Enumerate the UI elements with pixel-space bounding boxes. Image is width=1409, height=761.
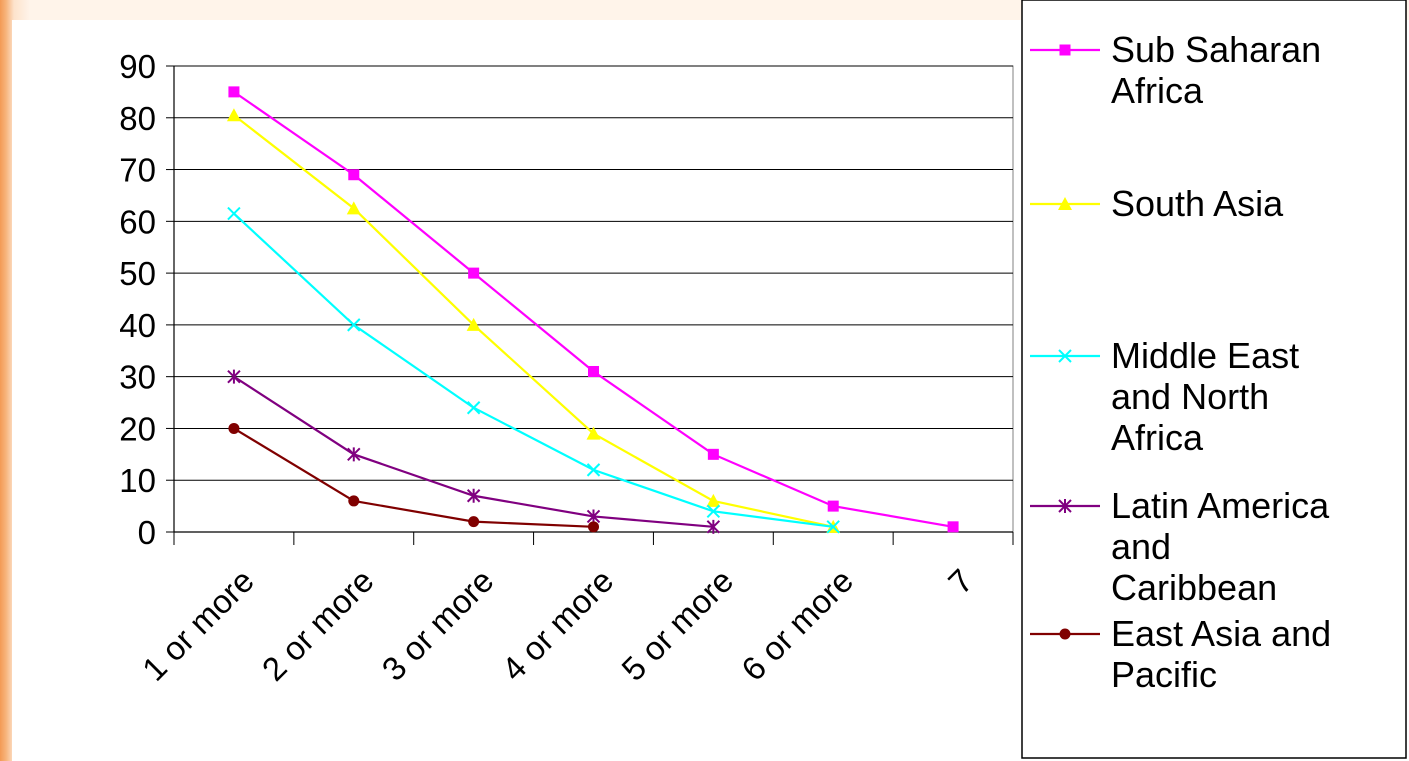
data-point [348, 169, 360, 181]
data-point [588, 521, 599, 533]
series-0 [228, 86, 959, 533]
data-point [466, 317, 481, 331]
series-group [226, 86, 959, 534]
data-point [227, 369, 241, 384]
data-point [947, 521, 959, 533]
y-tick-label: 90 [119, 48, 156, 85]
data-point [348, 495, 360, 507]
data-point [827, 500, 839, 512]
data-point [228, 86, 240, 98]
series-line [233, 427, 594, 528]
data-point [347, 447, 361, 462]
data-point [1058, 499, 1072, 513]
data-point [346, 201, 361, 215]
data-point [707, 448, 719, 460]
y-tick-label: 10 [119, 462, 156, 499]
legend-item: South Asia [1030, 183, 1284, 224]
data-point [706, 519, 721, 534]
series-3 [227, 369, 721, 534]
x-tick-label: 2 or more [255, 562, 381, 688]
legend-box [1021, 0, 1407, 759]
series-line [233, 114, 834, 528]
x-tick-label: 4 or more [494, 562, 620, 688]
x-tick-label: 3 or more [375, 562, 501, 688]
legend-label: Sub Saharan [1111, 29, 1321, 70]
data-point [1058, 349, 1072, 363]
data-point [706, 493, 721, 507]
y-tick-label: 0 [138, 514, 156, 551]
legend-label: South Asia [1111, 183, 1284, 224]
data-point [586, 426, 601, 440]
data-point [228, 422, 240, 434]
legend-label: Caribbean [1111, 567, 1277, 608]
data-point [588, 365, 599, 377]
data-point [466, 488, 481, 503]
data-point [1058, 197, 1072, 210]
data-point [226, 108, 241, 122]
y-tick-label: 80 [119, 100, 156, 137]
y-tick-label: 40 [119, 307, 156, 344]
y-tick-label: 50 [119, 255, 156, 292]
y-axis-ticks: 0 10 20 30 40 50 60 70 80 90 [119, 48, 174, 551]
y-tick-label: 60 [119, 203, 156, 240]
legend-label: and North [1111, 376, 1269, 417]
series-2 [227, 206, 840, 534]
data-point [586, 463, 601, 477]
plot-area [173, 65, 1014, 533]
legend-label: East Asia and [1111, 613, 1331, 654]
y-tick-label: 70 [119, 152, 156, 189]
series-line [233, 212, 834, 528]
legend-label: Africa [1111, 417, 1204, 458]
legend-label: Latin America [1111, 485, 1330, 526]
series-4 [228, 422, 599, 533]
data-point [466, 401, 481, 415]
x-tick-label: 6 or more [734, 562, 860, 688]
data-point [468, 267, 480, 279]
x-tick-label: 5 or more [614, 562, 740, 688]
data-point [468, 516, 480, 528]
legend-label: Middle East [1111, 335, 1299, 376]
x-tick-label: 7 [941, 562, 980, 601]
x-tick-label: 1 or more [135, 562, 261, 688]
data-point [1059, 44, 1071, 56]
data-point [586, 509, 601, 524]
data-point [1059, 628, 1071, 640]
data-point [227, 206, 241, 221]
y-tick-label: 30 [119, 359, 156, 396]
data-point [347, 318, 361, 332]
y-tick-label: 20 [119, 410, 156, 447]
legend-label: Pacific [1111, 654, 1217, 695]
legend-label: and [1111, 526, 1171, 567]
data-point [826, 520, 840, 534]
data-point [706, 504, 721, 518]
legend-label: Africa [1111, 70, 1204, 111]
